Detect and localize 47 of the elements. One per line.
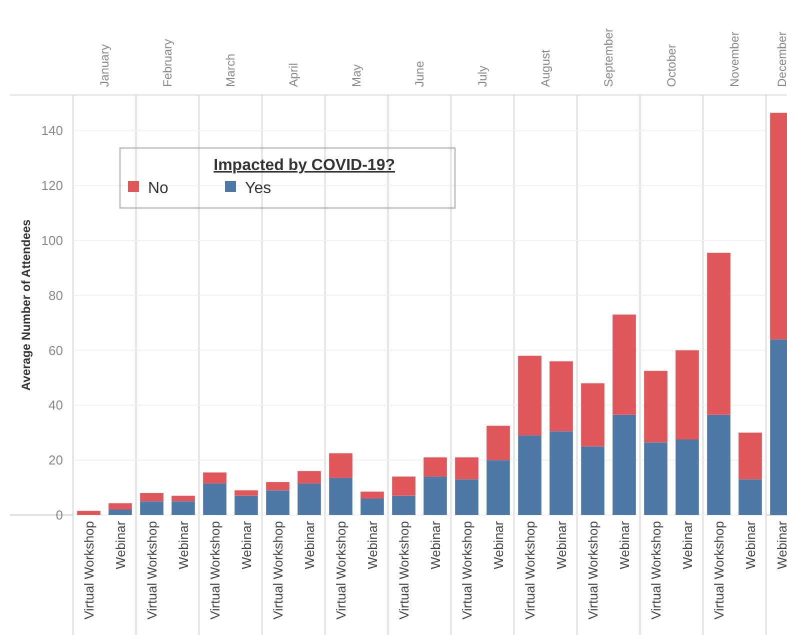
y-tick-label: 140 (41, 123, 63, 138)
chart-title: December (774, 32, 787, 87)
x-tick-label: Virtual Workshop (711, 521, 726, 620)
chart-title: August (538, 48, 553, 87)
y-tick-label: 60 (48, 342, 63, 358)
x-tick-label: Virtual Workshop (459, 521, 474, 620)
x-tick-label: Virtual Workshop (585, 521, 600, 620)
chart-title: April (286, 62, 301, 87)
x-tick-label: Webinar (554, 520, 569, 570)
x-tick-label: Virtual Workshop (333, 521, 348, 620)
x-tick-label: Webinar (302, 520, 317, 570)
legend-title: Impacted by COVID-19? (214, 157, 395, 174)
x-tick-label: Webinar (742, 520, 758, 570)
chart-title: February (160, 38, 175, 87)
chart-title: July (476, 66, 490, 87)
chart-title: October (664, 44, 679, 87)
x-tick-label: Virtual Workshop (81, 521, 96, 620)
chart-title: June (412, 60, 427, 87)
chart-title: March (224, 54, 238, 87)
x-tick-label: Webinar (490, 520, 506, 570)
chart-title: September (602, 28, 616, 87)
x-tick-label: Webinar (176, 520, 191, 570)
x-tick-label: Webinar (616, 520, 632, 570)
x-tick-label: Webinar (428, 520, 443, 570)
y-axis-title: Average Number of Attendees (19, 219, 33, 391)
legend-label: No (148, 180, 169, 197)
y-tick-label: 20 (48, 452, 63, 468)
y-tick-label: 100 (41, 233, 63, 248)
x-tick-label: Virtual Workshop (144, 521, 160, 620)
x-tick-label: Webinar (680, 520, 695, 570)
x-tick-label: Webinar (774, 520, 787, 570)
y-tick-label: 80 (48, 288, 63, 303)
y-tick-label: 120 (41, 178, 63, 194)
y-tick-label: 40 (48, 398, 63, 413)
x-tick-label: Virtual Workshop (207, 521, 222, 620)
x-tick-label: Virtual Workshop (270, 521, 286, 620)
legend-label: Yes (245, 180, 272, 197)
x-tick-label: Webinar (112, 520, 128, 570)
chart-title: November (728, 32, 742, 87)
chart-title: May (350, 64, 364, 87)
x-tick-label: Virtual Workshop (522, 521, 538, 620)
x-tick-label: Webinar (364, 520, 380, 570)
x-tick-label: Virtual Workshop (396, 521, 412, 620)
x-tick-label: Webinar (238, 520, 254, 570)
x-tick-label: Virtual Workshop (648, 521, 664, 620)
y-tick-label: 0 (56, 508, 63, 523)
chart-title: January (98, 44, 112, 87)
